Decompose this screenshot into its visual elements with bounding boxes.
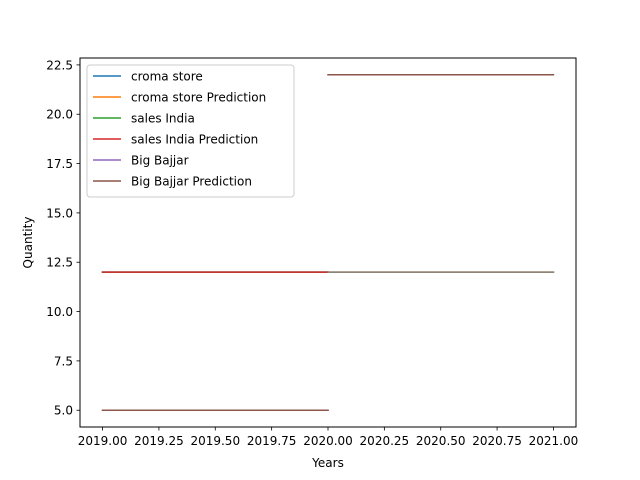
x-axis-label: Years (311, 456, 344, 470)
x-tick-label: 2019.50 (190, 434, 240, 448)
legend-label: sales India Prediction (131, 133, 258, 147)
legend-label: croma store Prediction (131, 91, 266, 105)
y-tick-label: 12.5 (46, 256, 73, 270)
y-tick-label: 10.0 (46, 305, 73, 319)
legend-label: croma store (131, 70, 203, 84)
x-tick-label: 2020.50 (416, 434, 466, 448)
y-tick-label: 17.5 (46, 157, 73, 171)
y-tick-label: 7.5 (54, 354, 73, 368)
legend-label: Big Bajjar Prediction (131, 175, 252, 189)
y-tick-label: 5.0 (54, 404, 73, 418)
y-axis-ticks: 5.0 7.5 10.0 12.5 15.0 17.5 20.0 22.5 (46, 58, 80, 418)
legend-label: Big Bajjar (131, 154, 189, 168)
x-tick-label: 2019.00 (78, 434, 128, 448)
x-tick-label: 2020.25 (360, 434, 410, 448)
x-tick-label: 2020.75 (472, 434, 522, 448)
x-tick-label: 2019.25 (134, 434, 184, 448)
y-axis-label: Quantity (21, 217, 35, 269)
x-tick-label: 2019.75 (247, 434, 297, 448)
y-tick-label: 15.0 (46, 206, 73, 220)
plot-lines (101, 74, 555, 411)
legend-box (86, 64, 295, 198)
x-tick-label: 2021.00 (529, 434, 579, 448)
x-axis-ticks: 2019.00 2019.25 2019.50 2019.75 2020.00 2020.… (78, 427, 579, 448)
legend-label: sales India (131, 112, 195, 126)
y-tick-label: 22.5 (46, 58, 73, 72)
y-tick-label: 20.0 (46, 108, 73, 122)
x-tick-label: 2020.00 (303, 434, 353, 448)
legend: croma store croma store Prediction sales I… (86, 64, 295, 198)
